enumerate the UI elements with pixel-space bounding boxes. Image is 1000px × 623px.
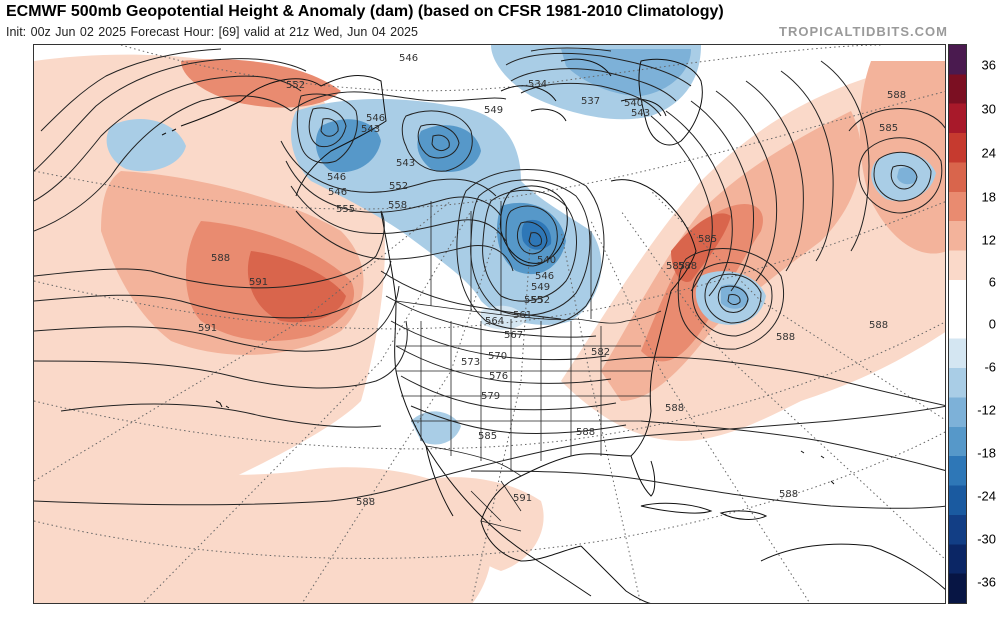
colorbar-tick-label: 30 (981, 101, 996, 117)
anomaly-neg-arctic-core (561, 49, 691, 96)
colorbar-tick-label: 36 (981, 57, 996, 73)
contour-label: 588 (576, 427, 595, 438)
contour-label: 588 (869, 320, 888, 331)
forecast-info: Init: 00z Jun 02 2025 Forecast Hour: [69… (6, 25, 418, 39)
contour-label: 540 (537, 255, 556, 266)
mexico-states (470, 480, 522, 532)
us-mexico-border (425, 445, 522, 477)
contour-label: 588 (779, 489, 798, 500)
contour-label: 549 (531, 282, 550, 293)
contour-label: 591 (249, 277, 268, 288)
height-contours (34, 47, 945, 509)
aleutian-chain (161, 100, 242, 136)
anomaly-colorbar (948, 44, 967, 604)
contour-label: 546 (535, 271, 554, 282)
greenland (638, 58, 703, 146)
contour-label: 588 (665, 403, 684, 414)
contour-label: 561 (513, 310, 532, 321)
anomaly-neg-mid-atlantic-core (897, 167, 918, 185)
alaska-coast (240, 75, 387, 197)
colorbar-tick-label: -30 (977, 531, 996, 547)
contour-label: 543 (396, 158, 415, 169)
contour-label: 546 (327, 172, 346, 183)
colorbar-tick-label: -36 (977, 574, 996, 590)
colorbar-tick-label: -6 (984, 359, 996, 375)
contour-label: 543 (361, 124, 380, 135)
contour-label: 564 (485, 316, 504, 327)
contour-label: 585 (478, 431, 497, 442)
central-america (580, 545, 651, 603)
contour-label: 552 (389, 181, 408, 192)
contour-label: 579 (481, 391, 500, 402)
graticule (34, 45, 945, 603)
colorbar-tick-label: 12 (981, 232, 996, 248)
contour-label: 585 (698, 234, 717, 245)
anomaly-neg-aleutian (106, 118, 186, 172)
contour-labels: 546 552 534 537 540 543 549 546 543 543 … (198, 53, 906, 508)
contour-label: 588 (776, 332, 795, 343)
political-borders (395, 201, 662, 532)
contour-label: 552 (286, 80, 305, 91)
contour-label: 555 (336, 204, 355, 215)
contour-label: 573 (461, 357, 480, 368)
contour-label: 540 (624, 98, 643, 109)
contour-label: 591 (513, 493, 532, 504)
contour-label: 591 (198, 323, 217, 334)
coastlines (161, 58, 945, 603)
colorbar-tick-label: 18 (981, 189, 996, 205)
labrador-coast (610, 179, 697, 292)
contour-label: 549 (484, 105, 503, 116)
contour-label: 582 (591, 347, 610, 358)
south-america (760, 543, 945, 590)
hawaii (215, 400, 230, 409)
contour-label: 588 (678, 261, 697, 272)
colorbar-tick-label: 0 (988, 316, 996, 332)
contour-label: 552 (531, 295, 550, 306)
contour-label: 588 (356, 497, 375, 508)
contour-label: 588 (211, 253, 230, 264)
contour-label: 558 (388, 200, 407, 211)
colorbar-tick-label: -12 (977, 402, 996, 418)
anomaly-neg-atlantic-low-core (721, 284, 749, 309)
anomaly-pos-southwest (34, 441, 492, 603)
atlantic-islands (800, 450, 835, 485)
state-lines (396, 319, 651, 471)
colorbar-tick-label: 24 (981, 145, 996, 161)
contour-label: 537 (581, 96, 600, 107)
florida (630, 455, 656, 497)
contour-label: 534 (528, 79, 547, 90)
colorbar-tick-label: -18 (977, 445, 996, 461)
cuba (640, 502, 713, 514)
contour-label: 543 (631, 108, 650, 119)
anomaly-neg-canada-core (315, 119, 381, 173)
baja (425, 445, 454, 517)
contour-label: 546 (399, 53, 418, 64)
hudson-bay (500, 185, 568, 264)
contour-label: 555 (524, 295, 543, 306)
map-panel: 546 552 534 537 540 543 549 546 543 543 … (33, 44, 946, 604)
us-canada-border (395, 300, 662, 324)
contour-label: 546 (328, 187, 347, 198)
colorbar-tick-label: 6 (988, 274, 996, 290)
contour-label: 567 (504, 330, 523, 341)
gulf-coast (480, 453, 632, 562)
chart-title: ECMWF 500mb Geopotential Height & Anomal… (6, 3, 724, 20)
colorbar-tick-label: -24 (977, 488, 996, 504)
arctic-islands (500, 58, 667, 122)
contour-label: 576 (489, 371, 508, 382)
contour-label: 585 (666, 261, 685, 272)
contour-label: 570 (488, 351, 507, 362)
contour-label: 585 (879, 123, 898, 134)
colorbar-labels: 36 30 24 18 12 6 0 -6 -12 -18 -24 -30 -3… (968, 44, 1000, 604)
east-coast (630, 290, 672, 457)
brand-watermark: TROPICALTIDBITS.COM (779, 24, 948, 39)
hispaniola (719, 510, 768, 520)
anomaly-pos-east-ridge-peak (671, 213, 731, 282)
contour-label: 546 (366, 113, 385, 124)
contour-label: 588 (887, 90, 906, 101)
